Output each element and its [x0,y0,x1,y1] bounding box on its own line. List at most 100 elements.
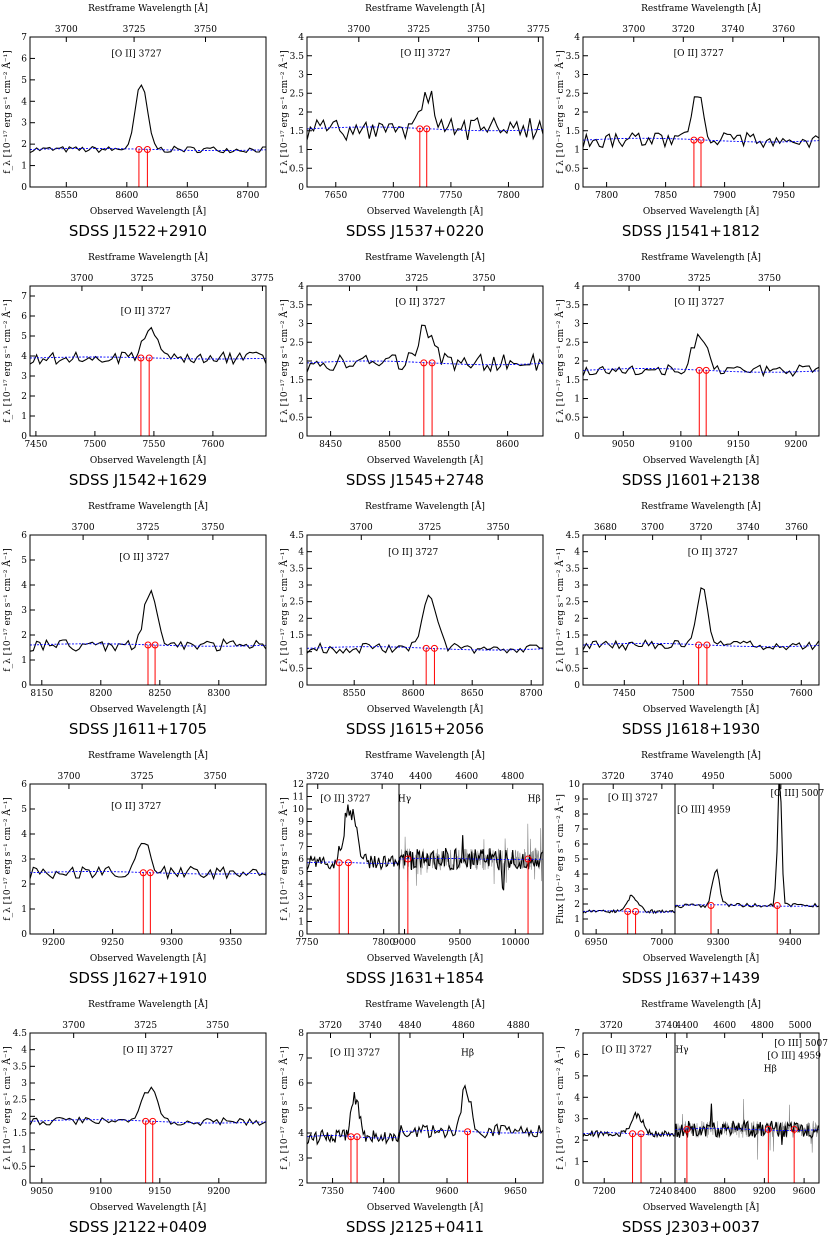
y-tick-label: 1.5 [13,1129,28,1139]
spectrum-chart: Restframe Wavelength [Å] Observed Wavelen… [1,749,267,964]
y-tick-label: 4 [298,33,304,43]
top-tick-label: 3700 [641,523,664,533]
spectrum-line [399,835,543,891]
y-tick-label: 6 [574,1050,580,1060]
y-tick-label: 2.5 [13,1096,28,1106]
emission-line-label: [O III] 5007 [771,789,825,799]
y-tick-label: 0 [298,432,304,442]
subplot: 9050 9100 9150 9200 3700 3725 3750 [O II] 3727 0… [13,1021,267,1197]
top-tick-label: 3750 [487,523,510,533]
bottom-axis-title: Observed Wavelength [Å] [90,1201,206,1213]
y-tick-label: 0 [298,183,304,193]
y-axis-title: f_λ [10⁻¹⁷ erg s⁻¹ cm⁻² Å⁻¹] [1,1046,13,1169]
y-tick-label: 1 [574,648,580,658]
x-tick-label: 7350 [321,1187,344,1197]
y-tick-label: 3.5 [566,301,581,311]
top-axis-title: Restframe Wavelength [Å] [88,2,208,14]
x-tick-label: 7750 [439,191,462,201]
continuum-fit [399,1130,543,1134]
x-tick-label: 8550 [343,689,366,699]
y-tick-label: 4 [21,352,27,362]
panel-caption: SDSS J1522+2910 [68,222,208,240]
top-tick-label: 3740 [371,772,394,782]
x-tick-label: 8150 [30,689,53,699]
y-tick-label: 3.5 [566,52,581,62]
y-tick-label: 7 [298,1054,304,1064]
y-tick-label: 6 [298,1079,304,1089]
line-marker-circle [695,366,703,374]
x-tick-label: 7600 [790,689,813,699]
y-tick-label: 2 [574,900,580,910]
line-marker-circle [420,359,428,367]
top-tick-label: 3740 [650,772,673,782]
y-tick-label: 4.5 [290,531,305,541]
top-tick-label: 3750 [467,25,490,35]
emission-line-label: [O III] 5007 [774,1039,828,1049]
top-tick-label: 3680 [594,523,617,533]
y-tick-label: 0 [574,432,580,442]
top-tick-label: 4600 [455,772,478,782]
y-tick-label: 1 [574,1158,580,1168]
line-marker-circle [702,366,710,374]
spectrum-line [307,90,543,142]
axes-frame [398,1032,544,1184]
line-marker-circle [335,859,343,867]
x-tick-label: 8700 [236,191,259,201]
y-tick-label: 1.5 [290,376,305,386]
axes-frame [582,1032,676,1184]
line-marker-circle [143,146,151,153]
spectrum-panel: Restframe Wavelength [Å] Observed Wavelen… [277,0,553,249]
x-tick-label: 9100 [89,1187,112,1197]
top-tick-label: 3750 [191,274,214,284]
x-tick-label: 7900 [713,191,736,201]
spectrum-chart: Restframe Wavelength [Å] Observed Wavelen… [278,2,550,217]
y-tick-label: 0 [574,930,580,940]
line-marker-circle [344,859,352,867]
y-tick-label: 2.5 [566,338,581,348]
subplot: 8150 8200 8250 8300 3700 3725 3750 [O II] 3727 0… [21,523,267,699]
top-tick-label: 4400 [675,1021,698,1031]
top-tick-label: 3700 [72,523,95,533]
top-tick-label: 3750 [194,25,217,35]
line-marker-circle [764,1125,772,1133]
subplot: 8400 8800 9200 9600 4400 4600 4800 5000 Hγ [O III… [673,1021,828,1197]
x-tick-label: 9600 [436,1187,459,1197]
top-tick-label: 3750 [204,772,227,782]
y-tick-label: 4.5 [566,531,581,541]
continuum-fit [583,910,675,913]
line-marker-circle [135,146,143,153]
y-tick-label: 1 [21,412,27,422]
y-tick-label: 1 [298,918,304,928]
emission-line-label: [O II] 3727 [111,802,161,812]
y-tick-label: 5 [21,76,27,86]
continuum-fit [675,1127,819,1131]
subplot: 7650 7700 7750 7800 3700 3725 3750 3775 [O II] 3… [290,25,550,201]
y-axis-title: f_λ [10⁻¹⁷ erg s⁻¹ cm⁻² Å⁻¹] [278,1046,290,1169]
y-tick-label: 3 [21,606,27,616]
top-axis-title: Restframe Wavelength [Å] [641,998,761,1010]
subplot: 9600 9650 4840 4860 4880 Hβ [398,1021,544,1197]
x-tick-label: 7700 [382,191,405,201]
top-tick-label: 3725 [131,274,154,284]
x-tick-label: 9200 [42,938,65,948]
x-tick-label: 9150 [148,1187,171,1197]
top-tick-label: 5000 [769,772,792,782]
x-tick-label: 9050 [30,1187,53,1197]
emission-line-label: [O II] 3727 [608,794,658,804]
y-tick-label: 9 [574,795,580,805]
y-tick-label: 0.5 [13,1162,28,1172]
y-tick-label: 6 [298,855,304,865]
top-axis-title: Restframe Wavelength [Å] [641,500,761,512]
line-marker-circle [146,869,154,877]
line-marker-circle [142,1117,150,1125]
y-tick-label: 0.5 [290,664,305,674]
panel-caption: SDSS J2122+0409 [68,1218,208,1236]
top-tick-label: 3760 [772,25,795,35]
y-tick-label: 1.5 [290,631,305,641]
spectrum-chart: Restframe Wavelength [Å] Observed Wavelen… [1,2,267,217]
spectrum-line [399,1084,543,1140]
continuum-fit [307,646,543,651]
line-marker-circle [690,136,698,144]
y-tick-label: 3 [298,581,304,591]
top-tick-label: 3700 [62,1021,85,1031]
